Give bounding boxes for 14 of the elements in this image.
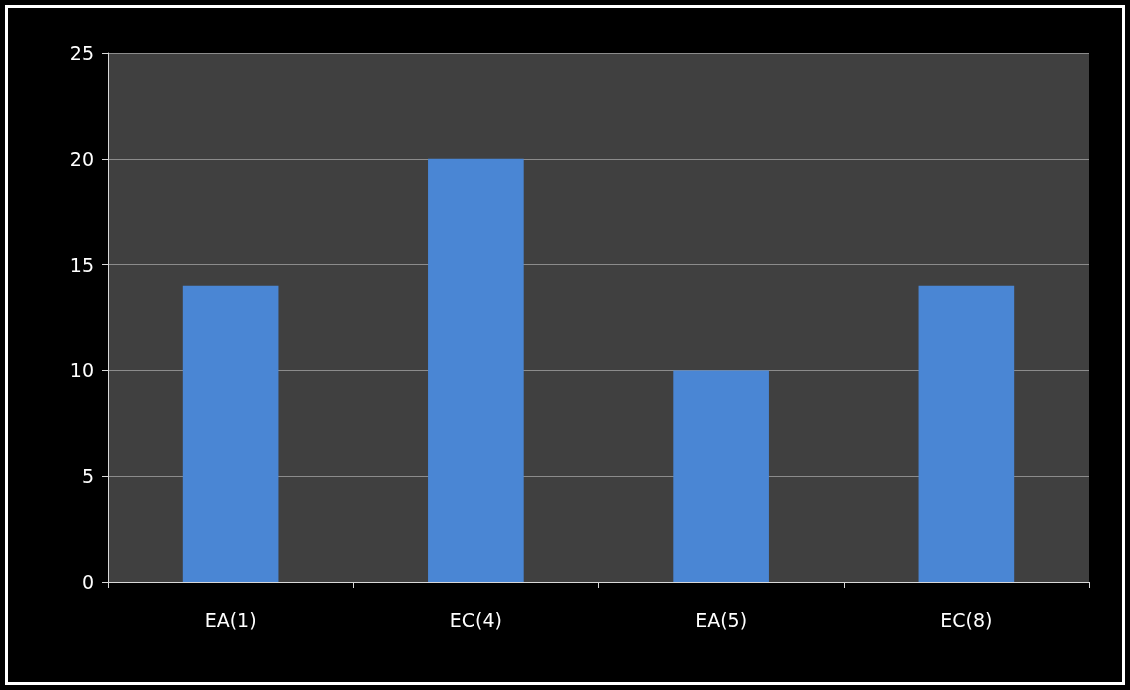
x-tick-label: EC(8): [940, 608, 993, 631]
bar: [182, 285, 279, 582]
y-tick-label: 5: [81, 465, 94, 488]
bar: [673, 370, 769, 582]
x-tick-label: EC(4): [449, 608, 502, 631]
y-tick-label: 20: [69, 147, 94, 170]
bar: [918, 285, 1015, 582]
x-tick-label: EA(5): [695, 608, 748, 631]
y-tick-label: 0: [81, 571, 94, 593]
x-tick-label: EA(1): [204, 608, 257, 631]
y-tick-label: 10: [69, 359, 94, 382]
bar: [428, 158, 524, 582]
y-tick-label: 15: [69, 253, 94, 276]
y-tick-label: 25: [69, 42, 94, 64]
